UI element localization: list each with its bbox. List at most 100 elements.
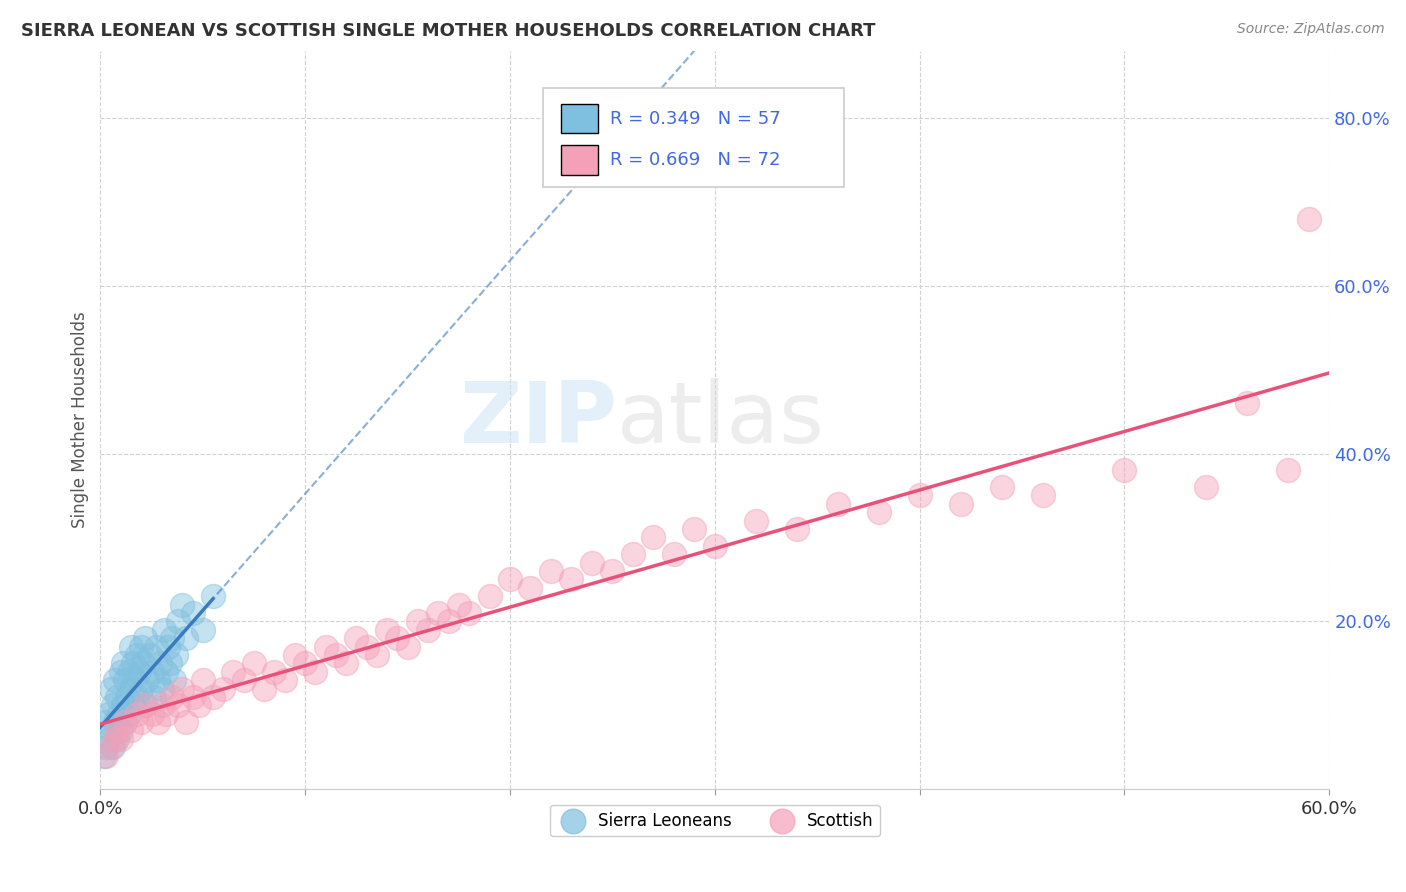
Point bbox=[104, 673, 127, 687]
Point bbox=[949, 497, 972, 511]
FancyBboxPatch shape bbox=[543, 87, 844, 187]
Point bbox=[100, 740, 122, 755]
Point bbox=[104, 715, 127, 730]
Point bbox=[105, 723, 128, 738]
Text: SIERRA LEONEAN VS SCOTTISH SINGLE MOTHER HOUSEHOLDS CORRELATION CHART: SIERRA LEONEAN VS SCOTTISH SINGLE MOTHER… bbox=[21, 22, 876, 40]
Point bbox=[191, 673, 214, 687]
Point bbox=[243, 657, 266, 671]
Point bbox=[155, 665, 177, 679]
Point bbox=[1195, 480, 1218, 494]
Point bbox=[100, 723, 122, 738]
Point bbox=[167, 615, 190, 629]
Point bbox=[104, 731, 127, 746]
Point bbox=[97, 731, 120, 746]
Point bbox=[111, 698, 134, 713]
Point bbox=[138, 648, 160, 662]
Point bbox=[416, 623, 439, 637]
Text: ZIP: ZIP bbox=[458, 378, 616, 461]
Point bbox=[458, 606, 481, 620]
Point bbox=[167, 698, 190, 713]
Point bbox=[868, 505, 890, 519]
Point bbox=[1236, 396, 1258, 410]
Point bbox=[134, 698, 156, 713]
Point bbox=[284, 648, 307, 662]
Point bbox=[105, 690, 128, 704]
Point bbox=[222, 665, 245, 679]
Point bbox=[127, 706, 149, 721]
Point bbox=[1277, 463, 1299, 477]
Point bbox=[150, 698, 173, 713]
Point bbox=[335, 657, 357, 671]
Point bbox=[163, 673, 186, 687]
Point bbox=[134, 631, 156, 645]
Point bbox=[122, 657, 145, 671]
Point bbox=[187, 698, 209, 713]
Point bbox=[181, 606, 204, 620]
Point bbox=[703, 539, 725, 553]
Point bbox=[621, 547, 644, 561]
Point bbox=[191, 623, 214, 637]
Point bbox=[101, 740, 124, 755]
Point bbox=[150, 681, 173, 696]
Point bbox=[111, 657, 134, 671]
Point bbox=[131, 681, 153, 696]
Point bbox=[110, 665, 132, 679]
Point bbox=[155, 706, 177, 721]
Point bbox=[478, 589, 501, 603]
Point bbox=[263, 665, 285, 679]
Text: R = 0.349   N = 57: R = 0.349 N = 57 bbox=[610, 110, 782, 128]
Point bbox=[141, 706, 163, 721]
Point bbox=[1298, 211, 1320, 226]
Point bbox=[315, 640, 337, 654]
Point bbox=[114, 673, 136, 687]
Point bbox=[141, 665, 163, 679]
Point bbox=[387, 631, 409, 645]
FancyBboxPatch shape bbox=[561, 103, 598, 134]
Point bbox=[107, 706, 129, 721]
Point bbox=[375, 623, 398, 637]
Point bbox=[132, 657, 155, 671]
Point bbox=[1031, 488, 1053, 502]
Point bbox=[142, 690, 165, 704]
Point bbox=[294, 657, 316, 671]
Point bbox=[786, 522, 808, 536]
Point bbox=[149, 657, 172, 671]
Point bbox=[156, 640, 179, 654]
Point bbox=[356, 640, 378, 654]
Point bbox=[581, 556, 603, 570]
Point bbox=[990, 480, 1012, 494]
Point bbox=[827, 497, 849, 511]
Point bbox=[499, 573, 522, 587]
Point bbox=[120, 640, 142, 654]
Point bbox=[172, 598, 194, 612]
Point bbox=[105, 731, 128, 746]
Point bbox=[519, 581, 541, 595]
Point bbox=[114, 715, 136, 730]
Point bbox=[540, 564, 562, 578]
FancyBboxPatch shape bbox=[561, 145, 598, 175]
Point bbox=[447, 598, 470, 612]
Point bbox=[427, 606, 450, 620]
Point bbox=[128, 665, 150, 679]
Point bbox=[201, 589, 224, 603]
Point bbox=[560, 573, 582, 587]
Point bbox=[683, 522, 706, 536]
Point bbox=[136, 673, 159, 687]
Point bbox=[120, 723, 142, 738]
Point bbox=[273, 673, 295, 687]
Point bbox=[97, 706, 120, 721]
Point bbox=[201, 690, 224, 704]
Point bbox=[131, 640, 153, 654]
Point bbox=[212, 681, 235, 696]
Point bbox=[181, 690, 204, 704]
Point bbox=[1114, 463, 1136, 477]
Point bbox=[159, 657, 181, 671]
Text: R = 0.669   N = 72: R = 0.669 N = 72 bbox=[610, 151, 780, 169]
Point bbox=[176, 715, 198, 730]
Point bbox=[325, 648, 347, 662]
Point bbox=[643, 531, 665, 545]
Point bbox=[176, 631, 198, 645]
Point bbox=[253, 681, 276, 696]
Point bbox=[96, 748, 118, 763]
Point bbox=[131, 715, 153, 730]
